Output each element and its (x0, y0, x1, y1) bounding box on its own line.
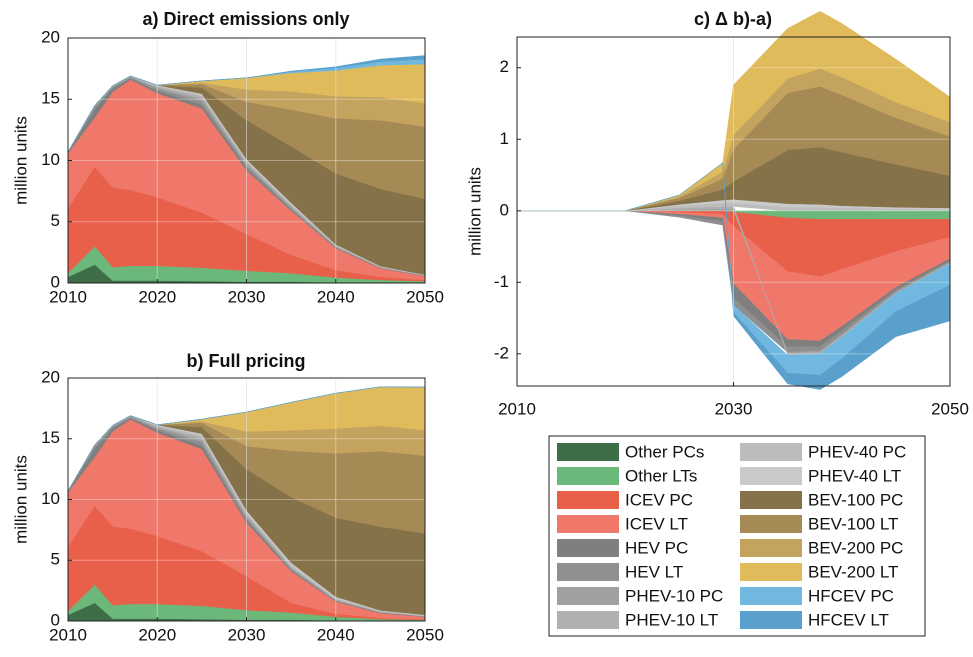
legend-label: PHEV-10 PC (625, 586, 723, 605)
y-tick-label: 2 (500, 57, 509, 76)
legend-label: Other LTs (625, 466, 697, 485)
chart-title: c) Δ b)-a) (694, 9, 772, 29)
legend-label: ICEV PC (625, 490, 693, 509)
legend-label: HEV LT (625, 562, 683, 581)
legend-swatch (557, 491, 619, 509)
legend-swatch (740, 443, 802, 461)
legend-label: HFCEV PC (808, 586, 894, 605)
legend-label: PHEV-40 LT (808, 466, 901, 485)
legend-swatch (740, 611, 802, 629)
legend-swatch (740, 563, 802, 581)
y-axis-label: million units (465, 167, 484, 256)
x-tick-label: 2010 (498, 399, 536, 418)
legend-swatch (557, 443, 619, 461)
y-tick-label: -2 (494, 343, 509, 362)
x-tick-label: 2050 (931, 399, 969, 418)
x-tick-label: 2040 (317, 625, 355, 644)
legend-label: Other PCs (625, 442, 704, 461)
legend-label: ICEV LT (625, 514, 688, 533)
y-tick-label: -1 (494, 272, 509, 291)
x-tick-label: 2010 (49, 287, 87, 306)
y-tick-label: 15 (41, 428, 60, 447)
legend-label: PHEV-10 LT (625, 610, 718, 629)
legend-swatch (557, 515, 619, 533)
y-axis-label: million units (11, 116, 30, 205)
legend-label: HEV PC (625, 538, 688, 557)
y-tick-label: 0 (500, 200, 509, 219)
x-tick-label: 2030 (228, 625, 266, 644)
y-tick-label: 10 (41, 489, 60, 508)
legend-swatch (740, 491, 802, 509)
legend-label: BEV-200 LT (808, 562, 898, 581)
x-tick-label: 2050 (406, 287, 444, 306)
legend-label: BEV-100 LT (808, 514, 898, 533)
chart-title: a) Direct emissions only (142, 9, 349, 29)
legend-swatch (557, 587, 619, 605)
legend-swatch (740, 587, 802, 605)
legend-label: PHEV-40 PC (808, 442, 906, 461)
y-tick-label: 10 (41, 150, 60, 169)
x-tick-label: 2030 (228, 287, 266, 306)
y-tick-label: 0 (51, 272, 60, 291)
legend-label: HFCEV LT (808, 610, 889, 629)
legend-swatch (740, 515, 802, 533)
y-tick-label: 20 (41, 27, 60, 46)
y-tick-label: 20 (41, 367, 60, 386)
legend-label: BEV-200 PC (808, 538, 903, 557)
chart-title: b) Full pricing (187, 351, 306, 371)
y-axis-label: million units (11, 455, 30, 544)
legend-swatch (557, 467, 619, 485)
legend-swatch (740, 539, 802, 557)
legend-swatch (557, 563, 619, 581)
x-tick-label: 2020 (138, 625, 176, 644)
y-tick-label: 5 (51, 211, 60, 230)
x-tick-label: 2010 (49, 625, 87, 644)
legend-swatch (557, 539, 619, 557)
y-tick-label: 1 (500, 129, 509, 148)
legend-swatch (740, 467, 802, 485)
x-tick-label: 2050 (406, 625, 444, 644)
y-tick-label: 0 (51, 610, 60, 629)
y-tick-label: 5 (51, 550, 60, 569)
legend-swatch (557, 611, 619, 629)
x-tick-label: 2030 (715, 399, 753, 418)
y-tick-label: 15 (41, 89, 60, 108)
x-tick-label: 2020 (138, 287, 176, 306)
legend-label: BEV-100 PC (808, 490, 903, 509)
x-tick-label: 2040 (317, 287, 355, 306)
